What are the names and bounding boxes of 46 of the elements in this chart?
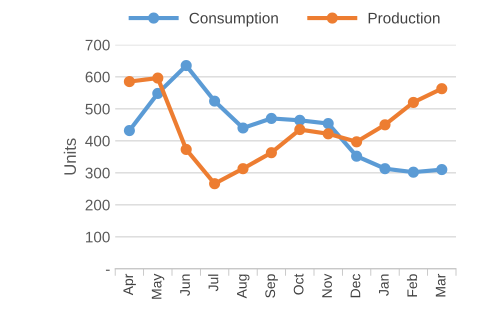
legend-label: Production	[368, 12, 440, 24]
point	[209, 178, 220, 190]
point	[351, 136, 362, 148]
point	[322, 128, 334, 140]
point	[152, 72, 164, 84]
point	[237, 122, 249, 134]
point	[124, 125, 135, 136]
x-tick-label: Feb	[406, 274, 418, 296]
point	[180, 60, 192, 72]
point	[379, 163, 391, 174]
y-tick-label: 200	[86, 200, 110, 210]
y-tick-label: 300	[85, 168, 110, 178]
point	[351, 150, 362, 162]
x-tick-label: Aug	[237, 274, 250, 298]
y-tick-label: 400	[85, 136, 110, 146]
y-tick-label: -	[106, 270, 110, 271]
legend-label: Consumption	[190, 12, 278, 27]
point	[322, 118, 334, 130]
x-tick-label: Nov	[322, 274, 332, 298]
point	[436, 164, 448, 176]
x-tick-label: Jan	[379, 274, 389, 296]
x-tick-label: Jul	[208, 274, 218, 292]
x-tick-label: Jun	[180, 274, 190, 296]
x-tick-label: May	[152, 274, 164, 299]
point	[266, 112, 277, 124]
point	[237, 163, 249, 174]
y-axis-title: Units	[64, 138, 76, 174]
point	[408, 166, 419, 178]
y-tick-label: 600	[86, 72, 110, 82]
point	[294, 124, 306, 136]
point	[180, 144, 192, 155]
x-tick-label: Apr	[123, 274, 136, 296]
point	[379, 119, 391, 130]
x-tick-label: Oct	[294, 274, 304, 295]
y-tick-label: 100	[86, 232, 110, 242]
point	[294, 114, 306, 126]
point	[408, 96, 419, 108]
point	[266, 147, 277, 158]
x-tick-label: Sep	[265, 274, 278, 298]
y-tick-label: 700	[86, 40, 110, 50]
point	[124, 76, 135, 88]
y-tick-label: 500	[85, 104, 110, 114]
x-tick-label: Mar	[436, 274, 446, 296]
x-tick-label: Dec	[350, 274, 360, 298]
point	[209, 96, 220, 107]
point	[436, 83, 448, 94]
